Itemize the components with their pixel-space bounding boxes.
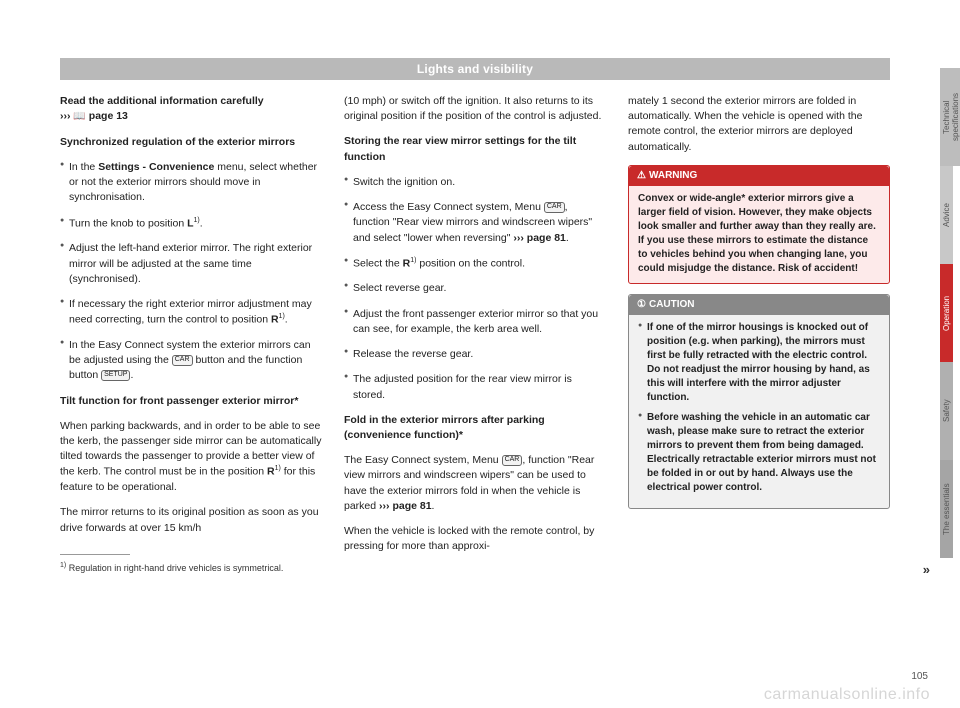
bullet-list-2: Switch the ignition on. Access the Easy …	[344, 175, 606, 403]
setup-button-icon: SETUP	[101, 370, 130, 380]
footnote: 1) Regulation in right-hand drive vehicl…	[60, 561, 322, 575]
list-item: Release the reverse gear.	[344, 347, 606, 362]
tab-operation[interactable]: Operation	[940, 264, 953, 362]
tab-safety[interactable]: Safety	[940, 362, 953, 460]
list-item: The adjusted position for the rear view …	[344, 372, 606, 402]
section-header: Lights and visibility	[60, 58, 890, 80]
footnote-rule	[60, 554, 130, 555]
page-number: 105	[911, 671, 928, 682]
watermark: carmanualsonline.info	[764, 686, 930, 704]
list-item: Select the R1) position on the control.	[344, 256, 606, 272]
intro-bold: Read the additional information carefull…	[60, 95, 264, 107]
paragraph: mately 1 second the exterior mirrors are…	[628, 94, 890, 155]
list-item: Adjust the left-hand exterior mirror. Th…	[60, 241, 322, 287]
tab-advice[interactable]: Advice	[940, 166, 953, 264]
column-3: mately 1 second the exterior mirrors are…	[628, 94, 890, 585]
warning-icon: ⚠	[637, 170, 646, 181]
list-item: In the Settings - Convenience menu, sele…	[60, 160, 322, 206]
car-button-icon: CAR	[544, 202, 565, 212]
column-2: (10 mph) or switch off the ignition. It …	[344, 94, 606, 585]
paragraph: The Easy Connect system, Menu CAR, funct…	[344, 453, 606, 514]
caution-icon: ①	[637, 299, 646, 310]
manual-page: Lights and visibility Read the additiona…	[60, 58, 890, 585]
tab-tech-specs[interactable]: Technical specifications	[940, 68, 960, 166]
caution-box: ①CAUTION If one of the mirror housings i…	[628, 294, 890, 509]
paragraph: When parking backwards, and in order to …	[60, 419, 322, 496]
intro-ref: ››› 📖 ››› page 13page 13	[60, 110, 128, 122]
list-item: Access the Easy Connect system, Menu CAR…	[344, 200, 606, 246]
caution-body: If one of the mirror housings is knocked…	[638, 321, 880, 495]
list-item: Select reverse gear.	[344, 281, 606, 296]
bullet-list-1: In the Settings - Convenience menu, sele…	[60, 160, 322, 384]
list-item: If one of the mirror housings is knocked…	[638, 321, 880, 405]
subhead-sync: Synchronized regulation of the exterior …	[60, 135, 322, 150]
list-item: If necessary the right exterior mirror a…	[60, 297, 322, 328]
list-item: Before washing the vehicle in an automat…	[638, 411, 880, 495]
subhead-storing: Storing the rear view mirror settings fo…	[344, 134, 606, 164]
paragraph: (10 mph) or switch off the ignition. It …	[344, 94, 606, 124]
book-icon: 📖	[73, 110, 85, 125]
intro-line: Read the additional information carefull…	[60, 94, 322, 125]
list-item: Switch the ignition on.	[344, 175, 606, 190]
paragraph: When the vehicle is locked with the remo…	[344, 524, 606, 554]
list-item: Adjust the front passenger exterior mirr…	[344, 307, 606, 337]
side-tabs: Technical specifications Advice Operatio…	[940, 68, 960, 558]
list-item: In the Easy Connect system the exterior …	[60, 338, 322, 384]
subhead-tilt: Tilt function for front passenger exteri…	[60, 394, 322, 409]
warning-body: Convex or wide-angle* exterior mirrors g…	[638, 192, 880, 276]
continue-marker: »	[923, 562, 930, 577]
warning-title: ⚠WARNING	[629, 166, 889, 186]
car-button-icon: CAR	[172, 355, 193, 365]
warning-box: ⚠WARNING Convex or wide-angle* exterior …	[628, 165, 890, 284]
tab-essentials[interactable]: The essentials	[940, 460, 953, 558]
car-button-icon: CAR	[502, 455, 523, 465]
subhead-fold: Fold in the exterior mirrors after parki…	[344, 413, 606, 443]
caution-title: ①CAUTION	[629, 295, 889, 315]
list-item: Turn the knob to position L1).	[60, 216, 322, 232]
paragraph: The mirror returns to its original posit…	[60, 505, 322, 535]
column-1: Read the additional information carefull…	[60, 94, 322, 585]
content-columns: Read the additional information carefull…	[60, 94, 890, 585]
